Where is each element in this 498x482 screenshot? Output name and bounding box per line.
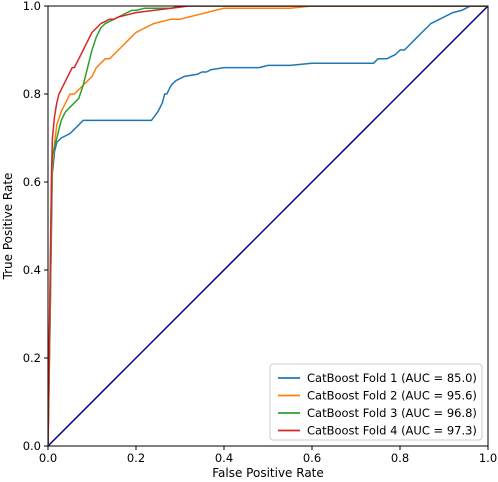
y-tick-label: 0.0 (23, 439, 41, 453)
legend: CatBoost Fold 1 (AUC = 85.0) CatBoost Fol… (269, 363, 483, 441)
x-tick-label: 0.8 (391, 451, 409, 465)
legend-label-fold-3: CatBoost Fold 3 (AUC = 96.8) (307, 406, 477, 420)
x-tick-label: 0.0 (39, 451, 57, 465)
series-line-fold-3 (48, 6, 488, 446)
x-tick-label: 0.6 (303, 451, 321, 465)
y-axis-label: True Positive Rate (1, 173, 15, 281)
y-tick-label: 0.2 (23, 351, 41, 365)
legend-label-fold-2: CatBoost Fold 2 (AUC = 95.6) (307, 389, 477, 403)
y-tick-label: 1.0 (23, 0, 41, 13)
legend-label-fold-4: CatBoost Fold 4 (AUC = 97.3) (307, 424, 477, 438)
x-tick-label: 0.2 (127, 451, 145, 465)
plot-area (48, 6, 488, 446)
legend-box (269, 363, 483, 441)
y-tick-label: 0.8 (23, 87, 41, 101)
x-axis: 0.0 0.2 0.4 0.6 0.8 1.0 (39, 446, 497, 465)
series-line-fold-2 (48, 6, 488, 446)
series-line-fold-1 (48, 6, 488, 446)
x-tick-label: 0.4 (215, 451, 233, 465)
x-axis-label: False Positive Rate (212, 466, 324, 480)
legend-label-fold-1: CatBoost Fold 1 (AUC = 85.0) (307, 371, 477, 385)
y-axis: 0.0 0.2 0.4 0.6 0.8 1.0 (23, 0, 48, 453)
y-tick-label: 0.4 (23, 263, 41, 277)
chance-diagonal-line (48, 6, 488, 446)
y-tick-label: 0.6 (23, 175, 41, 189)
series-line-fold-4 (48, 6, 488, 446)
plot-frame (47, 5, 489, 447)
x-tick-label: 1.0 (479, 451, 497, 465)
